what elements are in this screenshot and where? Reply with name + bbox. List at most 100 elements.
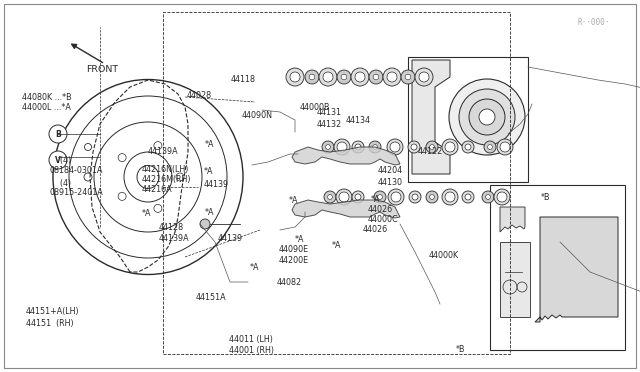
Circle shape [391, 192, 401, 202]
Text: 44216N(LH): 44216N(LH) [142, 165, 189, 174]
Bar [490, 185, 625, 350]
Circle shape [465, 144, 471, 150]
Circle shape [405, 74, 411, 80]
Circle shape [352, 141, 364, 153]
Text: *A: *A [204, 167, 213, 176]
Circle shape [383, 68, 401, 86]
Polygon shape [535, 217, 618, 322]
Polygon shape [412, 60, 450, 174]
Circle shape [479, 109, 495, 125]
Circle shape [355, 144, 361, 150]
Circle shape [309, 74, 315, 80]
Text: 44080K ...*B: 44080K ...*B [22, 93, 72, 102]
Circle shape [374, 191, 386, 203]
Circle shape [442, 189, 458, 205]
Circle shape [411, 144, 417, 150]
Circle shape [328, 195, 332, 199]
Text: 44130: 44130 [378, 178, 403, 187]
Text: 44000L ...*A: 44000L ...*A [22, 103, 71, 112]
Circle shape [401, 70, 415, 84]
Circle shape [336, 189, 352, 205]
Circle shape [290, 72, 300, 82]
Text: *A: *A [142, 209, 152, 218]
Circle shape [326, 145, 330, 150]
Circle shape [429, 195, 435, 199]
Circle shape [429, 145, 435, 150]
Circle shape [419, 72, 429, 82]
Circle shape [462, 141, 474, 153]
Circle shape [286, 68, 304, 86]
Circle shape [319, 68, 337, 86]
Circle shape [426, 191, 438, 203]
Text: 44028: 44028 [187, 91, 212, 100]
Text: *B: *B [456, 345, 465, 354]
Circle shape [351, 68, 369, 86]
Polygon shape [292, 200, 400, 218]
Circle shape [445, 142, 455, 152]
Text: 08184-0301A: 08184-0301A [50, 166, 103, 175]
Circle shape [494, 189, 510, 205]
Circle shape [373, 74, 379, 80]
Circle shape [488, 145, 492, 150]
Text: V: V [55, 155, 61, 164]
Circle shape [305, 70, 319, 84]
Circle shape [337, 70, 351, 84]
Circle shape [415, 68, 433, 86]
Circle shape [388, 189, 404, 205]
Text: 44139: 44139 [204, 180, 228, 189]
Text: R··000·: R··000· [578, 17, 611, 26]
Text: 44139A: 44139A [159, 234, 189, 243]
Circle shape [445, 192, 455, 202]
Text: 44128: 44128 [159, 223, 184, 232]
Circle shape [49, 151, 67, 169]
Circle shape [387, 72, 397, 82]
Text: 44011 (LH): 44011 (LH) [229, 335, 273, 344]
Text: 44026: 44026 [363, 225, 388, 234]
Text: *A: *A [205, 208, 214, 217]
Circle shape [465, 194, 471, 200]
Circle shape [324, 191, 336, 203]
Text: 44026: 44026 [368, 205, 393, 214]
Text: *B: *B [541, 193, 550, 202]
Circle shape [459, 89, 515, 145]
Circle shape [352, 191, 364, 203]
Text: 44001 (RH): 44001 (RH) [229, 346, 274, 355]
Text: *A: *A [250, 263, 259, 272]
Circle shape [390, 142, 400, 152]
Circle shape [84, 173, 92, 181]
Circle shape [486, 195, 490, 199]
Circle shape [49, 125, 67, 143]
Circle shape [372, 145, 378, 150]
Circle shape [387, 139, 403, 155]
Bar [408, 57, 528, 182]
Circle shape [469, 99, 505, 135]
Text: *A: *A [294, 235, 304, 244]
Polygon shape [500, 207, 525, 232]
Text: *A: *A [371, 195, 381, 203]
Text: 44139A: 44139A [147, 147, 178, 156]
Text: 44000C: 44000C [368, 215, 399, 224]
Circle shape [337, 142, 347, 152]
Text: 44139: 44139 [218, 234, 243, 243]
Circle shape [369, 141, 381, 153]
Circle shape [341, 74, 347, 80]
Text: *A: *A [205, 140, 214, 149]
Text: FRONT: FRONT [86, 65, 118, 74]
Text: 44118: 44118 [230, 75, 255, 84]
Text: 44134: 44134 [346, 116, 371, 125]
Text: (4): (4) [50, 179, 71, 187]
Circle shape [497, 139, 513, 155]
Text: *A: *A [289, 196, 299, 205]
Circle shape [412, 194, 418, 200]
Polygon shape [500, 242, 530, 317]
Circle shape [322, 141, 334, 153]
Text: 44090E: 44090E [278, 246, 308, 254]
Text: 44216M(RH): 44216M(RH) [142, 175, 191, 184]
Circle shape [408, 141, 420, 153]
Text: 44151  (RH): 44151 (RH) [26, 319, 73, 328]
Text: 44151A: 44151A [195, 293, 226, 302]
Circle shape [442, 139, 458, 155]
Text: (4): (4) [50, 156, 71, 165]
Circle shape [449, 79, 525, 155]
Circle shape [378, 195, 383, 199]
